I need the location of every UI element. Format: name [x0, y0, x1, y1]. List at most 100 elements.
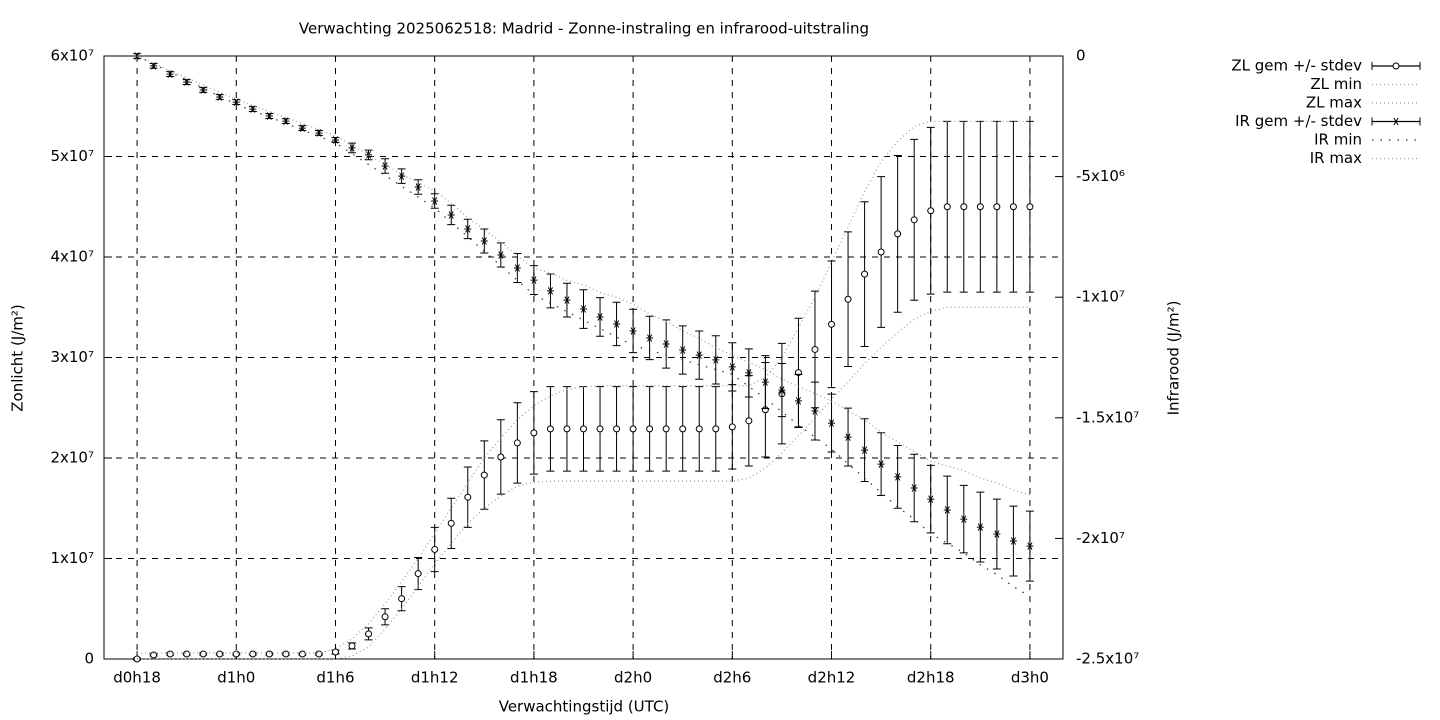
- chart-title: Verwachting 2025062518: Madrid - Zonne-i…: [299, 20, 869, 38]
- x-tick-label: d2h12: [808, 669, 856, 687]
- data-point: [1009, 203, 1017, 211]
- legend-label: ZL min: [1310, 75, 1362, 93]
- data-point: [679, 346, 687, 354]
- data-point: [745, 369, 753, 377]
- y-tick-label: 0: [84, 650, 94, 668]
- y-axis-label: Zonlicht (J/m²): [9, 304, 27, 412]
- plot-frame: [103, 55, 1064, 660]
- x-tick-label: d3h0: [1011, 669, 1049, 687]
- data-point: [811, 407, 819, 415]
- x-tick-label: d0h18: [113, 669, 161, 687]
- data-point: [960, 515, 968, 523]
- legend-label: ZL gem +/- stdev: [1231, 57, 1362, 75]
- data-point: [497, 453, 505, 461]
- y2-tick-label: -2x10⁷: [1076, 529, 1125, 547]
- series-line: [137, 306, 1030, 660]
- data-point: [480, 471, 488, 479]
- data-point: [1026, 542, 1034, 550]
- x-tick-label: d1h18: [510, 669, 558, 687]
- data-point: [927, 207, 935, 215]
- y-tick-label: 4x10⁷: [50, 248, 94, 266]
- data-point: [563, 296, 571, 304]
- data-point: [282, 650, 290, 658]
- data-point: [464, 225, 472, 233]
- data-point: [365, 630, 373, 638]
- data-point: [894, 473, 902, 481]
- data-point: [910, 484, 918, 492]
- data-point: [712, 356, 720, 364]
- y2-tick-label: -5x10⁶: [1076, 167, 1125, 185]
- data-point: [943, 203, 951, 211]
- data-point: [844, 295, 852, 303]
- data-point: [646, 334, 654, 342]
- data-point: [761, 378, 769, 386]
- data-point: [447, 519, 455, 527]
- legend-swatch: [1371, 117, 1421, 126]
- data-point: [199, 86, 207, 94]
- y-tick-label: 3x10⁷: [50, 348, 94, 366]
- data-point: [811, 345, 819, 353]
- legend-label: ZL max: [1306, 94, 1362, 112]
- data-point: [381, 613, 389, 621]
- data-point: [298, 124, 306, 132]
- y2-axis-label: Infrarood (J/m²): [1165, 301, 1183, 416]
- data-point: [331, 136, 339, 144]
- data-point: [447, 211, 455, 219]
- data-point: [348, 144, 356, 152]
- data-point: [910, 216, 918, 224]
- data-point: [596, 313, 604, 321]
- data-point: [794, 397, 802, 405]
- data-point: [183, 78, 191, 86]
- data-point: [546, 425, 554, 433]
- data-point: [993, 203, 1001, 211]
- data-point: [894, 230, 902, 238]
- data-point: [298, 650, 306, 658]
- data-point: [150, 62, 158, 70]
- y2-tick-label: -1x10⁷: [1076, 288, 1125, 306]
- data-point: [629, 327, 637, 335]
- data-point: [728, 363, 736, 371]
- data-point: [431, 545, 439, 553]
- data-point: [315, 129, 323, 137]
- data-point: [530, 276, 538, 284]
- data-point: [613, 425, 621, 433]
- data-point: [877, 460, 885, 468]
- data-point: [844, 433, 852, 441]
- x-axis-label: Verwachtingstijd (UTC): [499, 698, 670, 716]
- y-tick-label: 2x10⁷: [50, 449, 94, 467]
- data-point: [431, 197, 439, 205]
- data-point: [662, 425, 670, 433]
- data-point: [1009, 537, 1017, 545]
- legend-label: IR min: [1314, 131, 1362, 149]
- data-point: [497, 251, 505, 259]
- data-point: [861, 446, 869, 454]
- data-point: [265, 650, 273, 658]
- data-point: [580, 425, 587, 433]
- data-point: [976, 523, 984, 531]
- data-point: [414, 183, 422, 191]
- data-point: [679, 425, 687, 433]
- legend-label: IR gem +/- stdev: [1235, 112, 1362, 130]
- data-point: [778, 386, 786, 394]
- data-point: [927, 495, 935, 503]
- data-point: [960, 203, 968, 211]
- y-tick-label: 6x10⁷: [50, 47, 94, 65]
- y2-tick-label: -1.5x10⁷: [1076, 408, 1139, 426]
- x-tick-label: d2h6: [713, 669, 751, 687]
- data-point: [728, 423, 736, 431]
- data-point: [629, 425, 637, 433]
- data-point: [861, 270, 869, 278]
- data-point: [480, 237, 488, 245]
- data-point: [745, 417, 753, 425]
- data-point: [993, 530, 1001, 538]
- data-point: [398, 595, 406, 603]
- legend-swatch: [1371, 62, 1421, 70]
- data-point: [513, 439, 521, 447]
- data-point: [546, 287, 554, 295]
- data-point: [530, 429, 538, 437]
- data-point: [249, 105, 257, 113]
- y-tick-label: 1x10⁷: [50, 549, 94, 567]
- data-point: [646, 425, 654, 433]
- y-tick-label: 5x10⁷: [50, 147, 94, 165]
